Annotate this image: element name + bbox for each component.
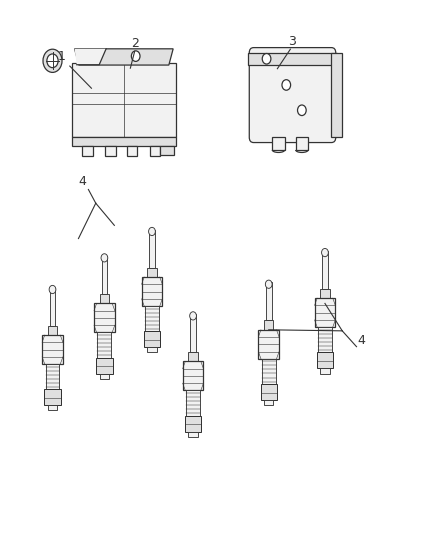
Bar (72, 138, 176, 146)
Bar (46, 364, 60, 390)
FancyBboxPatch shape (249, 47, 336, 142)
Bar (183, 361, 203, 391)
Circle shape (262, 53, 271, 64)
Circle shape (190, 312, 196, 320)
Polygon shape (74, 49, 106, 64)
Bar (261, 384, 277, 400)
Bar (100, 374, 109, 379)
Text: 4: 4 (357, 334, 365, 346)
Bar (98, 333, 111, 358)
Bar (48, 326, 57, 335)
Bar (149, 230, 155, 268)
Bar (262, 359, 276, 384)
Bar (96, 358, 113, 374)
Bar (320, 289, 330, 298)
Bar (145, 306, 159, 332)
Bar (188, 352, 198, 361)
Bar (150, 146, 160, 157)
Bar (144, 332, 160, 347)
Text: 1: 1 (57, 51, 65, 63)
Bar (44, 390, 61, 405)
Bar (186, 391, 200, 416)
Bar (102, 256, 107, 294)
Text: 3: 3 (289, 35, 297, 47)
Bar (318, 327, 332, 352)
Bar (248, 53, 337, 64)
Bar (49, 288, 55, 326)
Circle shape (321, 248, 328, 257)
Polygon shape (74, 49, 173, 65)
Bar (141, 277, 162, 306)
Circle shape (49, 285, 56, 294)
Bar (42, 335, 63, 364)
Bar (147, 347, 157, 352)
Circle shape (297, 105, 306, 116)
Bar (127, 146, 138, 157)
Bar (147, 268, 157, 277)
Circle shape (47, 54, 58, 68)
Bar (188, 432, 198, 437)
Circle shape (43, 49, 62, 72)
Bar (296, 138, 308, 150)
Bar (185, 416, 201, 432)
Circle shape (148, 228, 155, 236)
Bar (322, 251, 328, 289)
Circle shape (131, 51, 140, 61)
Circle shape (282, 79, 290, 90)
Text: 4: 4 (79, 175, 87, 189)
Bar (105, 146, 116, 157)
Text: 2: 2 (131, 37, 138, 50)
Bar (48, 405, 57, 410)
Bar (264, 320, 273, 330)
Bar (264, 400, 273, 405)
Bar (100, 294, 109, 303)
Circle shape (265, 280, 272, 288)
Bar (94, 303, 115, 333)
Bar (82, 146, 93, 157)
Circle shape (101, 254, 108, 262)
Bar (258, 330, 279, 359)
Bar (320, 368, 330, 374)
Bar (314, 298, 336, 327)
Bar (190, 314, 196, 352)
Bar (266, 282, 272, 320)
Bar (160, 146, 173, 156)
Bar (72, 63, 176, 138)
Bar (272, 138, 285, 150)
Bar (332, 53, 343, 138)
Bar (317, 352, 333, 368)
